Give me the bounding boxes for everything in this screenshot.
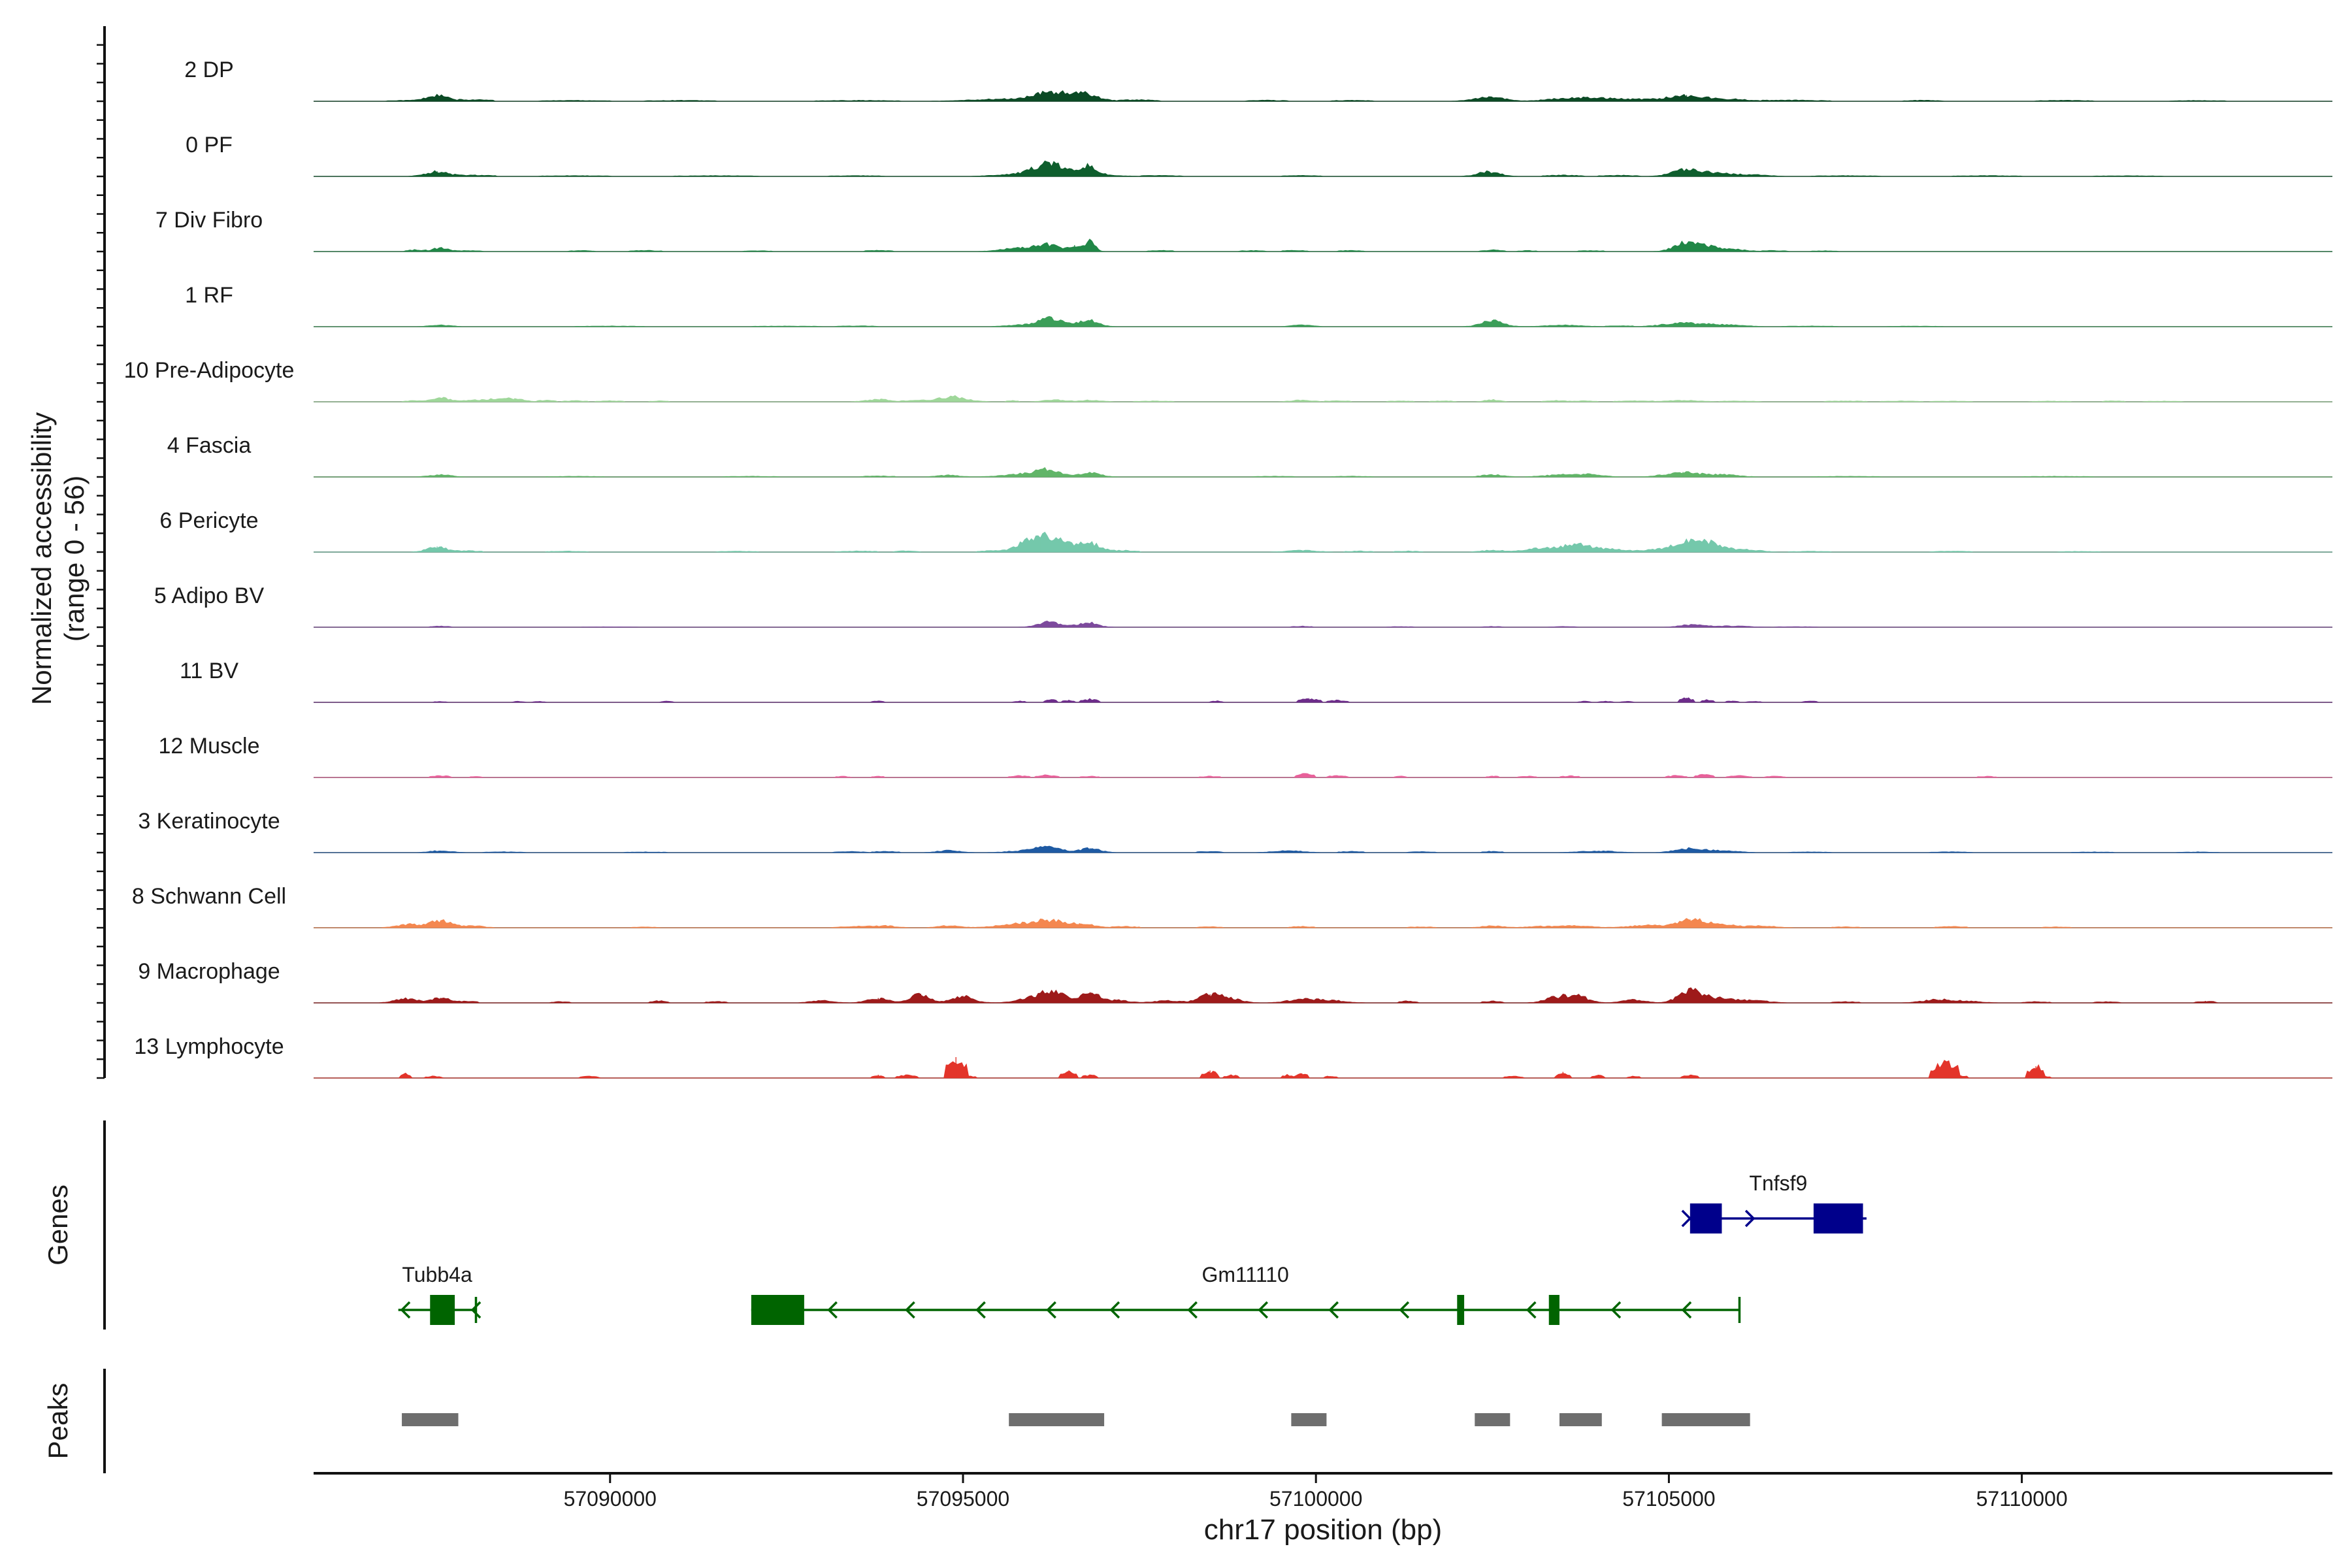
track-11: 8 Schwann Cell xyxy=(132,884,2332,928)
coverage-area xyxy=(314,620,2332,628)
peak-region xyxy=(402,1413,459,1426)
track-label: 10 Pre-Adipocyte xyxy=(124,358,295,383)
track-0: 2 DP xyxy=(184,57,2332,102)
strand-arrow xyxy=(1681,1209,1692,1228)
strand-arrow xyxy=(470,1301,482,1319)
track-10: 3 Keratinocyte xyxy=(138,809,2332,853)
peaks-track xyxy=(103,1369,1750,1473)
track-label: 4 Fascia xyxy=(167,433,252,458)
x-tick-label: 57095000 xyxy=(917,1487,1009,1511)
track-6: 6 Pericyte xyxy=(159,508,2332,553)
x-axis: 57090000 57095000 57100000 57105000 57110000 xyxy=(314,1472,2332,1511)
x-tick-label: 57100000 xyxy=(1269,1487,1362,1511)
exon xyxy=(1813,1203,1863,1233)
peak-region xyxy=(1291,1413,1327,1426)
track-label: 5 Adipo BV xyxy=(154,583,265,608)
strand-arrow xyxy=(1399,1301,1410,1319)
track-13: 13 Lymphocyte xyxy=(134,1034,2332,1079)
coverage-area xyxy=(314,90,2332,102)
track-7: 5 Adipo BV xyxy=(154,583,2332,628)
strand-arrow xyxy=(1046,1301,1056,1319)
track-label: 1 RF xyxy=(185,283,233,308)
strand-arrow xyxy=(1109,1301,1120,1319)
x-tick-label: 57105000 xyxy=(1622,1487,1715,1511)
y-axis-range-label: (range 0 - 56) xyxy=(59,476,90,642)
track-label: 12 Muscle xyxy=(159,734,260,759)
gene-annotation-track: Tnfsf9 Tubb4a Gm11110 xyxy=(103,1120,1867,1330)
track-1: 0 PF xyxy=(186,133,2332,177)
coverage-area xyxy=(314,467,2332,478)
track-8: 11 BV xyxy=(180,659,2332,703)
strand-arrow xyxy=(975,1301,986,1319)
track-2: 7 Div Fibro xyxy=(155,208,2332,252)
coverage-area xyxy=(314,395,2332,402)
genes-track-label: Genes xyxy=(42,1184,73,1266)
exon xyxy=(1690,1203,1722,1233)
gene-label: Tnfsf9 xyxy=(1749,1171,1807,1195)
strand-arrow xyxy=(1744,1209,1756,1228)
track-label: 8 Schwann Cell xyxy=(132,884,286,909)
track-label: 3 Keratinocyte xyxy=(138,809,280,834)
exon xyxy=(751,1295,804,1325)
peak-region xyxy=(1009,1413,1105,1426)
track-12: 9 Macrophage xyxy=(138,959,2332,1004)
coverage-area xyxy=(314,918,2332,928)
y-axis xyxy=(97,26,106,1079)
exon xyxy=(430,1295,455,1325)
strand-arrow xyxy=(1187,1301,1198,1319)
x-tick-label: 57090000 xyxy=(564,1487,657,1511)
track-label: 0 PF xyxy=(186,133,233,157)
track-4: 10 Pre-Adipocyte xyxy=(124,358,2332,402)
gene-Gm11110: Gm11110 xyxy=(751,1263,1741,1325)
strand-arrow xyxy=(1526,1301,1537,1319)
gene-label: Tubb4a xyxy=(402,1263,472,1286)
exon xyxy=(1548,1295,1560,1325)
coverage-area xyxy=(314,773,2332,778)
track-label: 6 Pericyte xyxy=(159,508,258,533)
coverage-area xyxy=(314,1060,2332,1079)
gene-label: Gm11110 xyxy=(1201,1263,1288,1286)
coverage-tracks: 2 DP 0 PF 7 Div Fibro 1 RF 10 Pre-Adipocyte 4… xyxy=(124,57,2332,1079)
x-axis-label: chr17 position (bp) xyxy=(1204,1514,1442,1546)
track-label: 2 DP xyxy=(184,57,234,82)
coverage-area xyxy=(314,845,2332,853)
peaks-track-label: Peaks xyxy=(42,1383,73,1460)
exon xyxy=(1457,1295,1465,1325)
strand-arrow xyxy=(1328,1301,1339,1319)
track-label: 9 Macrophage xyxy=(138,959,280,984)
coverage-area xyxy=(314,316,2332,327)
peak-region xyxy=(1559,1413,1602,1426)
coverage-area xyxy=(314,531,2332,553)
strand-arrow xyxy=(827,1301,838,1319)
peak-region xyxy=(1661,1413,1750,1426)
track-label: 13 Lymphocyte xyxy=(134,1034,284,1059)
track-3: 1 RF xyxy=(185,283,2332,327)
y-axis-label: Normalized accessibility xyxy=(26,412,57,705)
gene-Tnfsf9: Tnfsf9 xyxy=(1681,1171,1867,1233)
peak-region xyxy=(1475,1413,1511,1426)
x-tick-label: 57110000 xyxy=(1976,1487,2068,1511)
coverage-area xyxy=(314,987,2332,1004)
strand-arrow xyxy=(1258,1301,1268,1319)
coverage-area xyxy=(314,238,2332,252)
track-9: 12 Muscle xyxy=(159,734,2332,778)
strand-arrow xyxy=(1610,1301,1622,1319)
gene-Tubb4a: Tubb4a xyxy=(398,1263,482,1325)
track-label: 7 Div Fibro xyxy=(155,208,263,233)
coverage-area xyxy=(314,160,2332,177)
track-label: 11 BV xyxy=(180,659,238,683)
strand-arrow xyxy=(1681,1301,1692,1319)
strand-arrow xyxy=(905,1301,915,1319)
coverage-area xyxy=(314,697,2332,703)
strand-arrow xyxy=(400,1301,411,1319)
track-5: 4 Fascia xyxy=(167,433,2332,478)
